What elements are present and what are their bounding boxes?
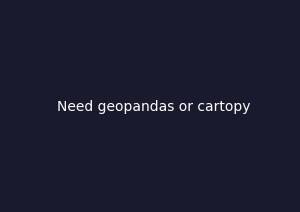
Text: Need geopandas or cartopy: Need geopandas or cartopy [57, 100, 250, 114]
